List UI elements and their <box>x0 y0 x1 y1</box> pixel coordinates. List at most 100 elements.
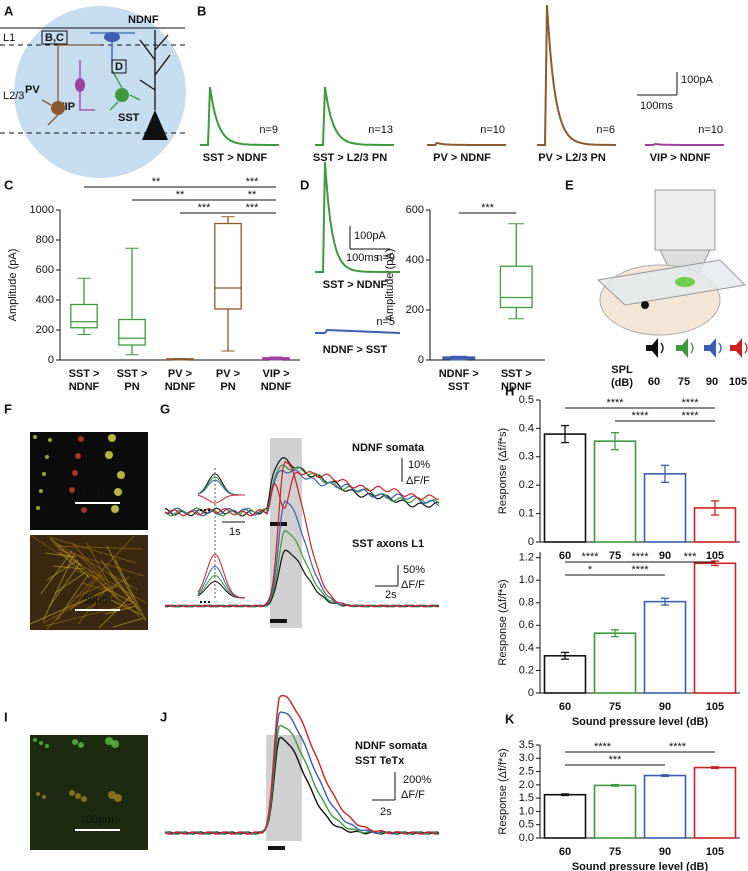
sound-wave <box>744 342 748 354</box>
inset-trace <box>197 580 245 599</box>
trace-label: PV > NDNF <box>433 152 491 164</box>
sst-cell <box>115 88 129 102</box>
y-tick-label: 0.5 <box>519 394 534 406</box>
scale-label: 100ms <box>640 100 674 112</box>
cell-spot <box>114 794 122 802</box>
significance-label: *** <box>246 176 260 188</box>
significance-label: **** <box>669 741 687 753</box>
panel-letter: A <box>4 3 14 18</box>
micrograph <box>30 432 148 530</box>
x-tick-label: SST > <box>69 368 100 380</box>
n-label: n=5 <box>376 316 395 328</box>
panel-letter: H <box>505 383 514 398</box>
significance-label: *** <box>198 202 212 214</box>
n-label: n=10 <box>480 124 505 136</box>
inset-trace <box>197 565 245 599</box>
fiber <box>56 548 145 577</box>
level-label: 60 <box>648 376 660 388</box>
axis-label: (dB) <box>611 377 633 389</box>
layer-label: L1 <box>3 32 15 44</box>
x-tick-label: NDNF <box>69 381 100 393</box>
n-label: n=6 <box>596 124 615 136</box>
headplate <box>596 259 747 306</box>
trace <box>164 529 440 608</box>
cell-spot <box>81 507 87 513</box>
trace-label: NDNF > SST <box>323 344 388 356</box>
bar <box>593 440 637 543</box>
trace <box>164 460 440 608</box>
significance-label: ** <box>152 176 161 188</box>
significance-label: **** <box>581 551 599 563</box>
x-tick-label: 105 <box>706 550 724 562</box>
significance-label: **** <box>631 410 649 422</box>
stimulus-bar <box>270 619 287 623</box>
significance-label: **** <box>594 741 612 753</box>
cell-spot <box>36 506 40 510</box>
y-tick-label: 0.4 <box>519 422 534 434</box>
cell-spot <box>72 470 78 476</box>
y-tick-label: 3.0 <box>519 752 534 764</box>
fiber <box>69 573 102 612</box>
scale-label: ΔF/F <box>406 475 430 487</box>
y-tick-label: 1.0 <box>519 574 534 586</box>
x-tick-label: 75 <box>609 550 621 562</box>
fiber <box>108 572 141 613</box>
significance-label: *** <box>609 754 623 766</box>
speaker <box>646 338 658 358</box>
scale-label: 100µm <box>80 487 114 499</box>
panel-letter: F <box>4 401 12 416</box>
cell-spot <box>117 471 125 479</box>
significance-label: **** <box>631 551 649 563</box>
y-tick-label: 0.6 <box>519 619 534 631</box>
scale-label: ΔF/F <box>401 579 425 591</box>
trace-title: SST TeTx <box>355 755 405 767</box>
trace-label: SST > L2/3 PN <box>313 152 387 164</box>
level-label: 90 <box>706 376 718 388</box>
panel-letter: J <box>160 709 167 724</box>
fiber <box>44 603 133 627</box>
n-label: n=9 <box>376 252 395 264</box>
scale-label: 50µm <box>83 594 111 606</box>
pv-cell <box>51 101 65 115</box>
y-tick-label: 2.5 <box>519 765 534 777</box>
trace <box>537 4 616 146</box>
scale-label: ΔF/F <box>401 789 425 801</box>
cell-spot <box>111 505 119 513</box>
bar <box>543 654 587 694</box>
y-axis-label: Response (Δf/f*s) <box>497 428 509 514</box>
y-tick-label: 1000 <box>30 204 54 216</box>
box <box>214 222 242 310</box>
fiber <box>48 536 137 564</box>
layer-label: L2/3 <box>3 90 24 102</box>
scale-label: 2s <box>385 589 397 601</box>
y-tick-label: 600 <box>36 264 54 276</box>
fiber <box>85 541 118 599</box>
n-label: n=13 <box>368 124 393 136</box>
x-axis-label: Sound pressure level (dB) <box>572 716 709 728</box>
x-tick-label: SST <box>448 381 470 393</box>
fiber <box>98 596 131 629</box>
sound-wave <box>690 342 694 354</box>
panel-letter: D <box>300 177 309 192</box>
x-tick-label: 60 <box>559 701 571 713</box>
box <box>499 265 533 309</box>
y-tick-label: 0.5 <box>519 819 534 831</box>
y-tick-label: 2.0 <box>519 779 534 791</box>
bar <box>693 766 737 839</box>
stimulus-bar <box>268 846 285 850</box>
bar <box>643 600 687 694</box>
fiber <box>73 569 106 581</box>
pyramidal-cell <box>142 110 168 140</box>
box <box>70 303 98 329</box>
cell-spot <box>69 790 75 796</box>
cell-spot <box>69 487 75 493</box>
axon <box>41 44 100 126</box>
cell-spot <box>78 436 84 442</box>
trace-label: PV > L2/3 PN <box>538 152 606 164</box>
x-tick-label: PN <box>220 381 235 393</box>
window <box>675 277 695 287</box>
n-label: n=9 <box>259 124 278 136</box>
cell-spot <box>33 738 37 742</box>
significance-label: **** <box>681 410 699 422</box>
